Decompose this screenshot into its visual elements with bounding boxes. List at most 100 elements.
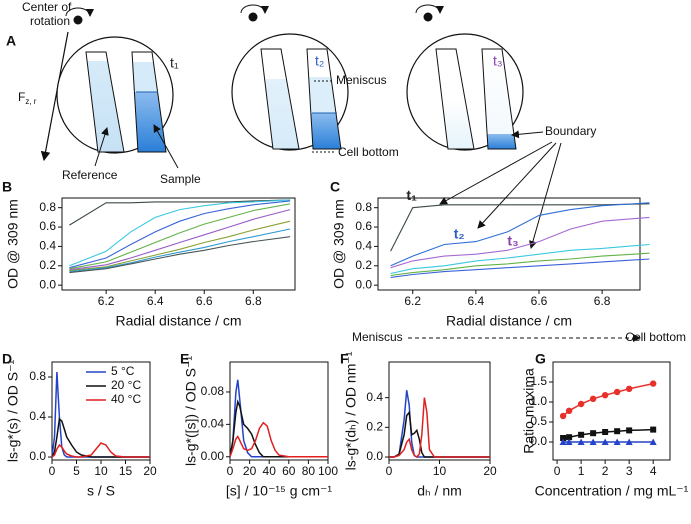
x-tick-label: 0 [386,464,393,478]
time-label: t₂ [315,53,324,69]
charts: B 6.2 6.4 6.6 6.8 0.0 0.2 0.4 0.6 0.8 Radial dista… [2,179,689,499]
leader [511,130,544,139]
panel-label: C [330,179,340,195]
data-point [601,438,609,445]
rotor-t3 [406,4,524,151]
y-tick-label: 0.4 [366,390,383,404]
data-line [69,220,291,272]
x-tick-label: 20 [143,464,157,478]
data-line [69,236,291,274]
x-tick-label: 6.4 [468,294,485,308]
x-tick-label: 4 [650,464,657,478]
y-tick-label: 0.08 [201,384,225,398]
y-tick-label: 1.0 [530,394,547,408]
data-line [51,417,150,458]
data-line [229,379,328,458]
x-tick-label: 20 [483,464,497,478]
x-tick-label: 60 [282,464,296,478]
data-point [613,438,621,445]
data-point [589,395,597,402]
data-point [650,426,657,433]
y-tick-label: 0.8 [39,200,56,214]
data-point [589,438,597,445]
y-tick-label: 0.8 [355,200,372,214]
plot-frame [229,361,329,461]
data-line [69,209,291,271]
y-tick-label: 1.5 [530,374,547,388]
x-tick-label: 2 [602,464,609,478]
panel-label: G [535,351,546,367]
annotation: t₃ [507,232,518,248]
data-line [229,399,328,458]
rotor-t2 [231,4,349,151]
rotor-t1 [56,7,174,154]
cell-bottom-label: Cell bottom [338,145,399,159]
legend-label: 5 °C [111,364,135,378]
x-tick-label: 6.2 [404,294,421,308]
data-point [578,431,585,438]
range-label: Cell bottom [625,330,686,344]
time-label: t₁ [170,55,179,71]
data-line [390,258,650,278]
data-point [565,407,573,414]
panel-label: B [2,179,12,195]
x-tick-label: 10 [94,464,108,478]
data-point [601,392,609,399]
leader [439,141,553,205]
data-line [69,199,291,226]
force-arrow [40,31,69,162]
data-point [602,429,609,435]
data-point [614,428,621,435]
plot-frame [51,361,151,461]
y-tick-label: 0.5 [530,414,547,428]
force-sub: z, r [25,97,36,106]
x-tick-label: 3 [626,464,633,478]
force: F [18,90,25,104]
x-tick-label: 20 [243,464,257,478]
panel-label: A [6,33,16,49]
x-tick-label: 80 [302,464,316,478]
x-tick-label: 1 [578,464,585,478]
data-point [565,438,573,445]
x-tick-label: 5 [73,464,80,478]
y-tick-label: 0.2 [39,258,56,272]
x-axis-label: [s] / 10⁻¹⁵ g cm⁻¹ [226,483,332,499]
x-tick-label: 6.4 [147,294,164,308]
y-axis-label: Ratio maxima [521,368,537,454]
time-label: t₃ [493,53,503,69]
y-tick-label: 0.0 [29,449,46,463]
data-point [649,380,657,387]
y-tick-label: 0.4 [355,239,372,253]
data-point [625,438,633,445]
legend-label: 20 °C [111,378,141,392]
data-line [390,243,650,275]
plot-frame [61,197,296,291]
x-axis-label: Radial distance / cm [115,313,241,329]
x-tick-label: 0 [49,464,56,478]
data-line [390,216,650,269]
data-point [577,438,585,445]
annotation: t₂ [454,226,465,242]
force-label: Fz, r [18,90,37,106]
y-tick-label: 0.0 [39,277,56,291]
leader [529,142,562,249]
leader [153,124,179,169]
y-tick-label: 0.4 [29,409,46,423]
data-point [625,385,633,392]
panel-label: F [340,351,349,367]
x-axis-label: s / S [87,483,115,499]
x-axis-label: Radial distance / cm [446,313,572,329]
data-line [390,202,650,267]
x-tick-label: 0 [554,464,561,478]
y-tick-label: 0.6 [39,219,56,233]
plot-frame [552,361,671,461]
boundary-label: Boundary [545,124,596,138]
y-axis-label: ls-g*(dₕ) / OD nm⁻¹ [343,351,359,470]
panel-label: D [2,351,12,367]
diagram-a: A Center of rotation Fz, r t₁ t₂ t₃ [6,0,596,249]
data-line [69,200,291,269]
x-tick-label: 6.6 [196,294,213,308]
sample-label: Sample [160,172,201,186]
data-line [69,203,291,270]
